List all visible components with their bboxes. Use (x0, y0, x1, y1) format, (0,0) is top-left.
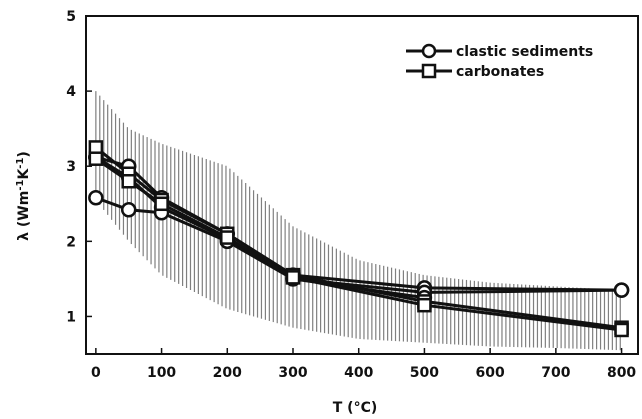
data-point-square (285, 270, 301, 285)
x-axis-title: T (°C) (333, 400, 378, 416)
data-point-square (88, 151, 104, 166)
y-axis-title: λ (Wm-1K-1) (15, 151, 32, 241)
data-point-square (614, 322, 629, 338)
legend-marker-circle (421, 43, 437, 59)
data-point-circle (88, 190, 104, 206)
y-tick-label: 3 (66, 159, 76, 175)
x-tick-label: 500 (410, 365, 439, 381)
x-tick-label: 400 (344, 365, 373, 381)
series-layer (88, 140, 630, 338)
data-point-circle (613, 282, 630, 298)
legend-entry-carbonates: carbonates (406, 63, 544, 80)
x-tick-label: 200 (213, 365, 242, 381)
data-point-circle (120, 202, 137, 218)
legend-label-clastic: clastic sediments (456, 44, 593, 60)
x-tick-label: 700 (541, 365, 570, 381)
x-tick-label: 0 (91, 365, 101, 381)
data-point-square (220, 230, 235, 245)
data-range-band (95, 91, 621, 351)
x-tick-label: 300 (278, 365, 307, 381)
plot-frame (85, 15, 639, 355)
x-tick-label: 100 (147, 365, 176, 381)
y-tick-label: 2 (66, 234, 76, 250)
y-tick-label: 4 (66, 84, 76, 100)
axis-ticks: 0 100 200 300 400 500 600 700 800 1 2 3 4 5 (66, 9, 636, 381)
legend: clastic sediments carbonates (406, 43, 593, 80)
x-tick-label: 800 (607, 365, 636, 381)
legend-entry-clastic: clastic sediments (406, 43, 593, 60)
data-point-square (121, 173, 136, 189)
data-point-square (417, 297, 432, 313)
y-tick-label: 1 (66, 309, 76, 325)
y-tick-label: 5 (66, 9, 76, 25)
legend-label-carbonates: carbonates (456, 64, 544, 80)
data-point-square (154, 196, 169, 212)
legend-marker-square (421, 63, 437, 79)
x-tick-label: 600 (476, 365, 505, 381)
